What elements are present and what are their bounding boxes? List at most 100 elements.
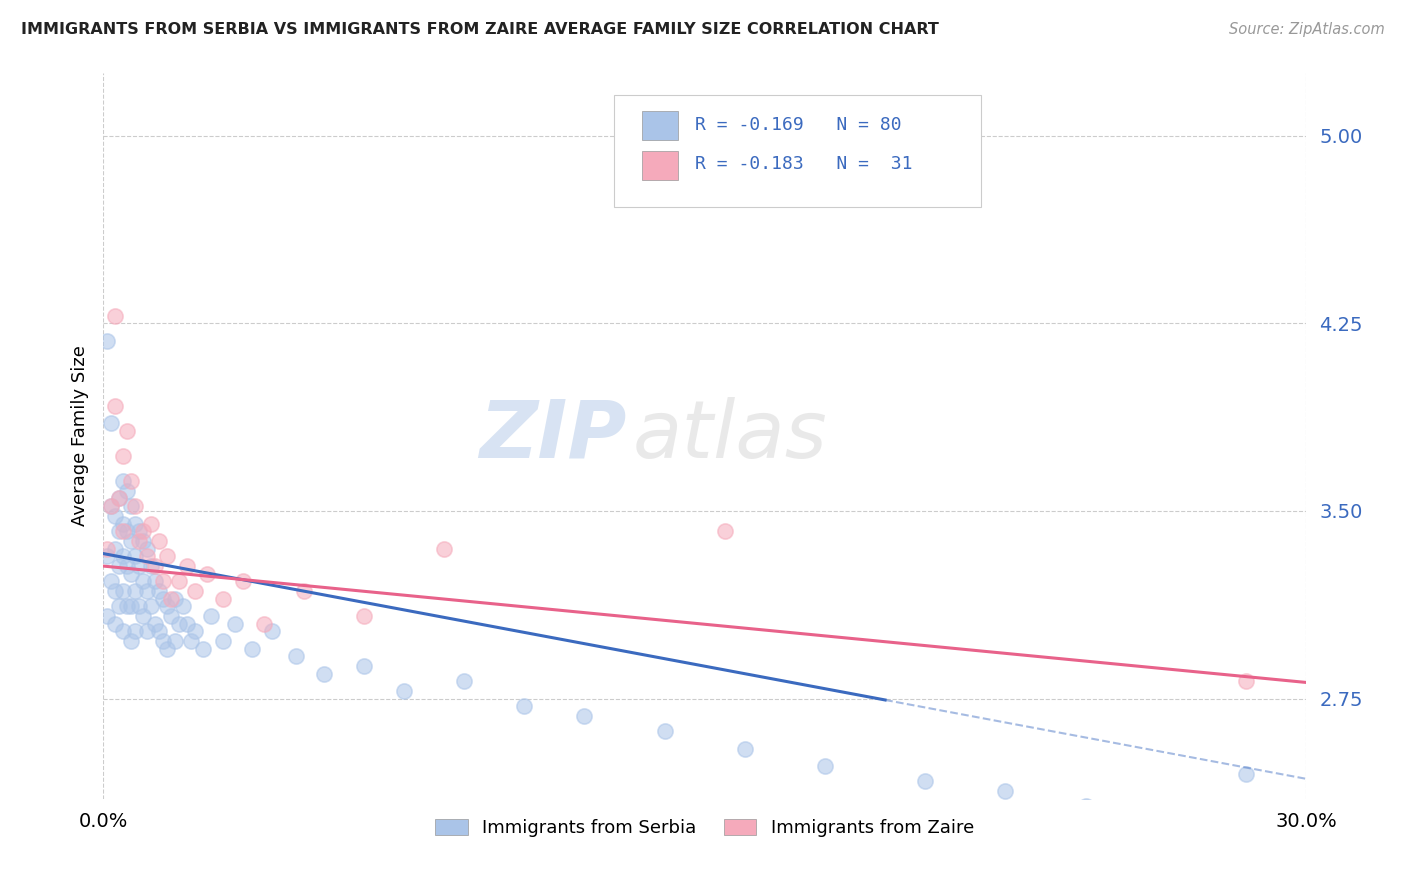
FancyBboxPatch shape <box>614 95 981 207</box>
Point <box>148 624 170 639</box>
Point <box>120 474 142 488</box>
Point <box>252 616 274 631</box>
Point <box>160 609 183 624</box>
Point <box>112 516 135 531</box>
Point <box>143 574 166 588</box>
Point <box>112 549 135 563</box>
Point <box>112 624 135 639</box>
Point <box>124 516 146 531</box>
Point <box>148 534 170 549</box>
Point <box>96 334 118 348</box>
Point <box>169 616 191 631</box>
Text: IMMIGRANTS FROM SERBIA VS IMMIGRANTS FROM ZAIRE AVERAGE FAMILY SIZE CORRELATION : IMMIGRANTS FROM SERBIA VS IMMIGRANTS FRO… <box>21 22 939 37</box>
Point <box>120 566 142 581</box>
Point <box>100 499 122 513</box>
Point <box>1234 766 1257 780</box>
Point <box>108 491 131 506</box>
Point <box>100 574 122 588</box>
Point <box>176 616 198 631</box>
Point <box>104 399 127 413</box>
Point <box>156 599 179 613</box>
Point <box>184 624 207 639</box>
Point <box>453 674 475 689</box>
Point <box>108 599 131 613</box>
Point <box>108 559 131 574</box>
Point <box>1154 809 1177 823</box>
Point <box>96 549 118 563</box>
Point <box>108 524 131 538</box>
Text: atlas: atlas <box>633 397 827 475</box>
Point <box>994 784 1017 798</box>
Point <box>224 616 246 631</box>
Point <box>112 584 135 599</box>
Point <box>654 724 676 739</box>
Point <box>132 534 155 549</box>
Point <box>115 599 138 613</box>
Point <box>574 709 596 723</box>
Text: ZIP: ZIP <box>479 397 627 475</box>
Point <box>312 666 335 681</box>
Point <box>156 641 179 656</box>
Point <box>143 616 166 631</box>
Point <box>104 541 127 556</box>
Point <box>136 584 159 599</box>
Point <box>115 424 138 438</box>
Point <box>104 309 127 323</box>
Point <box>132 609 155 624</box>
Point <box>112 449 135 463</box>
Point <box>141 516 163 531</box>
Point <box>124 624 146 639</box>
Point <box>132 574 155 588</box>
Point <box>120 599 142 613</box>
Point <box>392 684 415 698</box>
Point <box>212 634 235 648</box>
Point <box>1074 799 1097 814</box>
Point <box>124 549 146 563</box>
Point <box>353 609 375 624</box>
Point <box>112 524 135 538</box>
Point <box>156 549 179 563</box>
Point <box>124 584 146 599</box>
Point <box>152 591 174 606</box>
Point <box>197 566 219 581</box>
Point <box>108 491 131 506</box>
Point <box>104 508 127 523</box>
Point <box>136 549 159 563</box>
Point <box>165 634 187 648</box>
Point <box>260 624 283 639</box>
Point <box>353 659 375 673</box>
Point <box>136 541 159 556</box>
Point <box>814 759 837 773</box>
Point <box>115 524 138 538</box>
Text: R = -0.169   N = 80: R = -0.169 N = 80 <box>695 116 901 134</box>
Point <box>96 541 118 556</box>
Point <box>115 483 138 498</box>
Point <box>112 474 135 488</box>
Point <box>141 599 163 613</box>
Point <box>128 524 150 538</box>
Point <box>100 499 122 513</box>
Point <box>165 591 187 606</box>
Point <box>734 741 756 756</box>
FancyBboxPatch shape <box>643 151 678 179</box>
Point <box>152 634 174 648</box>
Point <box>176 559 198 574</box>
Point <box>124 499 146 513</box>
Text: R = -0.183   N =  31: R = -0.183 N = 31 <box>695 154 912 173</box>
Point <box>148 584 170 599</box>
Point <box>193 641 215 656</box>
Point <box>120 499 142 513</box>
Point <box>115 559 138 574</box>
Point <box>914 774 936 789</box>
Y-axis label: Average Family Size: Average Family Size <box>72 345 89 526</box>
Point <box>1234 674 1257 689</box>
Point <box>169 574 191 588</box>
Point <box>104 616 127 631</box>
Point <box>128 534 150 549</box>
Point <box>141 559 163 574</box>
Point <box>184 584 207 599</box>
Point <box>132 524 155 538</box>
Point <box>200 609 222 624</box>
Point <box>513 699 536 714</box>
Point <box>212 591 235 606</box>
